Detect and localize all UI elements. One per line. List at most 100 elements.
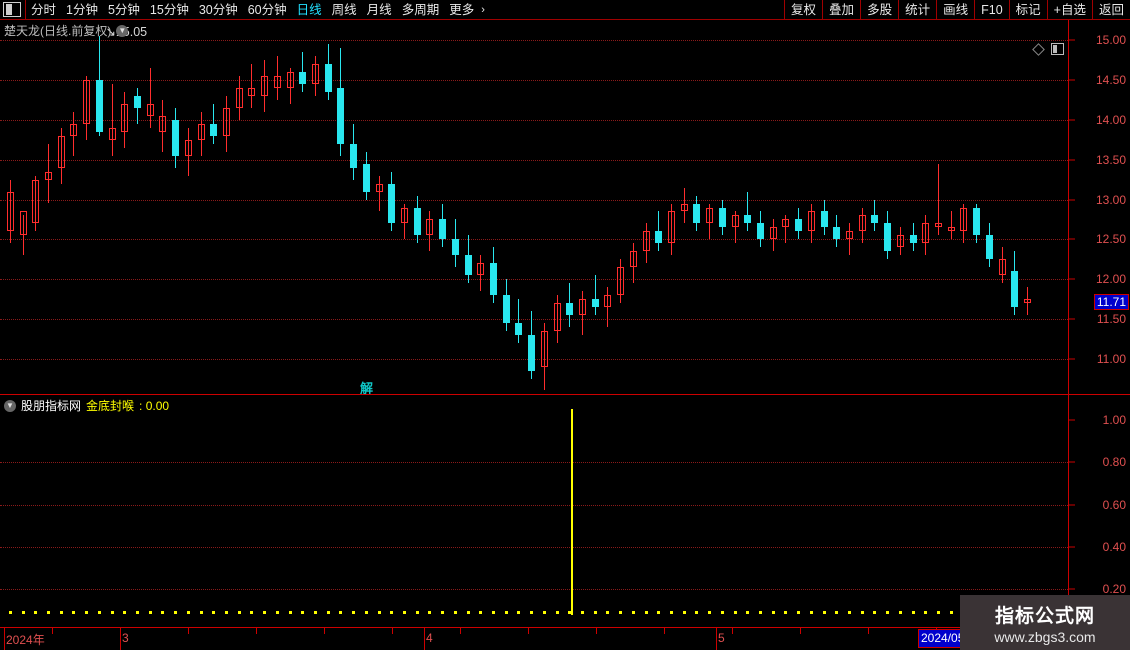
candle-body (998, 259, 1006, 276)
price-gridline-1 (0, 79, 1068, 81)
toolbar-button-8[interactable]: 返回 (1091, 0, 1130, 20)
signal-dot (212, 611, 216, 614)
price-y-tick-1: 14.50 (1095, 72, 1126, 87)
toolbar-button-7[interactable]: +自选 (1046, 0, 1092, 20)
price-y-tick-0: 15.00 (1095, 32, 1126, 47)
split-panel-icon[interactable] (1051, 43, 1064, 55)
date-minor-tick-0 (52, 628, 53, 634)
signal-dot (72, 611, 76, 614)
signal-dot (148, 611, 152, 614)
candle-wick (925, 215, 927, 256)
indicator-y-tickmark-1 (1069, 461, 1075, 463)
candle-body (6, 191, 14, 232)
candle-wick (543, 323, 545, 391)
toolbar-button-3[interactable]: 统计 (898, 0, 936, 20)
signal-dot (733, 611, 737, 614)
candle-wick (671, 203, 672, 256)
chevron-down-icon[interactable]: ▼ (116, 24, 129, 37)
toolbar-button-2[interactable]: 多股 (860, 0, 898, 20)
panel-layout-icon[interactable] (3, 2, 21, 17)
price-y-tick-6: 12.00 (1095, 272, 1126, 287)
period-tab-3[interactable]: 15分钟 (149, 2, 189, 17)
candle-body (896, 235, 904, 248)
date-minor-tick-8 (596, 628, 597, 634)
candle-wick (404, 203, 405, 240)
candle-body (95, 79, 103, 132)
candle-body (909, 235, 917, 244)
more-chevron-icon[interactable]: › (481, 3, 485, 16)
candle-body (312, 63, 319, 84)
indicator-plot-area[interactable]: ★金底封喉 (0, 395, 1068, 627)
period-tab-7[interactable]: 周线 (331, 2, 357, 17)
period-tab-5[interactable]: 60分钟 (247, 2, 287, 17)
period-tab-0[interactable]: 分时 (31, 2, 57, 17)
stock-title[interactable]: 楚天龙(日线.前复权) (4, 24, 112, 38)
signal-dot (225, 611, 228, 614)
toolbar-button-4[interactable]: 画线 (936, 0, 974, 20)
period-tab-1[interactable]: 1分钟 (66, 2, 98, 17)
candle-body (70, 123, 78, 136)
period-tab-10[interactable]: 更多 (449, 2, 475, 17)
toolbar-button-6[interactable]: 标记 (1008, 0, 1047, 20)
candle-body (45, 171, 52, 180)
price-gridline-0 (0, 39, 1068, 41)
period-tab-6[interactable]: 日线 (296, 2, 322, 17)
signal-dot (85, 611, 89, 614)
period-tab-8[interactable]: 月线 (366, 2, 392, 17)
toolbar-button-5[interactable]: F10 (974, 0, 1009, 20)
price-gridline-2 (0, 119, 1068, 121)
candle-body (693, 203, 701, 224)
candle-wick (22, 215, 24, 256)
chevron-down-icon[interactable]: ▼ (4, 399, 16, 412)
candle-wick (594, 275, 596, 316)
candle-wick (632, 243, 634, 284)
candle-wick (289, 67, 291, 104)
period-tabs: 分时 1分钟 5分钟 15分钟 30分钟 60分钟 日线 周线 月线 多周期 更多 › (26, 0, 485, 20)
signal-dot (275, 611, 279, 614)
candle-body (668, 211, 675, 244)
toolbar-button-0[interactable]: 复权 (784, 0, 822, 20)
signal-vertical-line (571, 409, 573, 615)
candle-wick (35, 175, 37, 232)
period-tab-2[interactable]: 5分钟 (107, 2, 140, 17)
candle-body (528, 335, 536, 372)
candle-body (820, 211, 828, 228)
indicator-name[interactable]: 金底封喉 (86, 399, 135, 413)
signal-dot (873, 611, 877, 614)
price-y-tickmark-0 (1069, 39, 1075, 41)
signal-dot (517, 611, 521, 614)
signal-dot (441, 611, 445, 614)
signal-dot (186, 611, 190, 614)
signal-dot (759, 611, 762, 614)
signal-dot (860, 611, 864, 614)
toolbar-button-1[interactable]: 叠加 (822, 0, 860, 20)
indicator-value: : 0.00 (139, 398, 170, 413)
period-tab-4[interactable]: 30分钟 (198, 2, 238, 17)
candle-wick (187, 127, 189, 176)
signal-dot (746, 611, 750, 614)
candle-body (782, 219, 790, 228)
signal-dot (809, 611, 813, 614)
indicator-panel: ★金底封喉 ▼ 股朋指标网 金底封喉 : 0.00 1.00 0.80 0.60 0.… (0, 395, 1130, 627)
diamond-icon[interactable] (1032, 42, 1045, 56)
jie-marker[interactable]: 解 (360, 381, 374, 394)
signal-dot (886, 611, 890, 614)
candle-wick (315, 55, 316, 96)
date-minor-tick-7 (528, 628, 529, 634)
candle-wick (48, 143, 49, 204)
signal-dot (682, 611, 686, 614)
indicator-y-tick-1: 0.80 (1102, 455, 1126, 470)
price-y-tick-7: 11.50 (1096, 312, 1126, 327)
price-panel-header: 楚天龙(日线.前复权) ▼ (4, 22, 129, 39)
price-plot-area[interactable]: ↘15.05 ←10.61 解 (0, 20, 1068, 394)
candle-wick (378, 175, 380, 212)
candle-wick (1001, 247, 1003, 284)
candle-wick (238, 75, 240, 120)
period-tab-9[interactable]: 多周期 (401, 2, 440, 17)
price-chart-panel: ↘15.05 ←10.61 解 楚天龙(日线.前复权) ▼ 11.71 15.0… (0, 20, 1130, 395)
candle-wick (251, 63, 253, 108)
signal-dot (466, 611, 470, 614)
candle-wick (582, 291, 583, 336)
signal-dot (530, 611, 534, 614)
